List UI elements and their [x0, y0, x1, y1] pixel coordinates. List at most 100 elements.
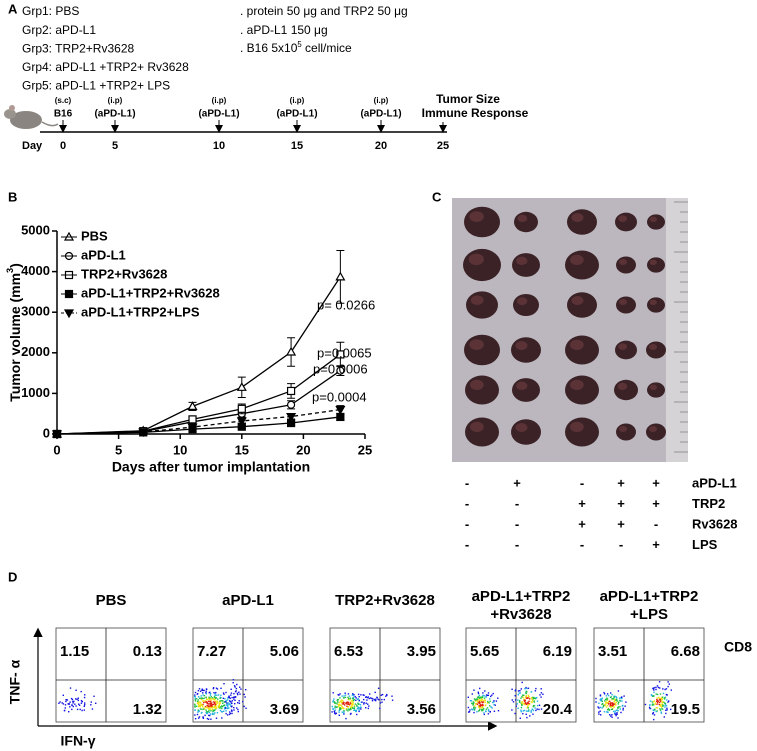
- event-dot: [521, 696, 523, 698]
- event-dot: [524, 696, 527, 699]
- event-dot: [529, 715, 531, 717]
- tumor: [615, 212, 637, 232]
- event-dot: [661, 703, 664, 705]
- event-dot: [481, 706, 483, 709]
- event-dot: [656, 699, 658, 702]
- event-dot: [343, 710, 345, 713]
- event-dot: [203, 695, 206, 697]
- tumor-highlight: [469, 339, 484, 350]
- day-number: 5: [112, 140, 118, 152]
- event-dot: [604, 698, 607, 701]
- event-dot: [233, 693, 235, 695]
- event-dot: [66, 699, 69, 701]
- event-dot: [534, 707, 536, 709]
- event-dot: [606, 697, 608, 699]
- event-dot: [219, 697, 221, 699]
- tumor-highlight: [516, 297, 528, 305]
- event-dot: [223, 701, 225, 703]
- event-dot: [339, 693, 341, 695]
- event-dot: [74, 703, 76, 705]
- event-dot: [223, 683, 225, 685]
- event-dot: [491, 707, 493, 709]
- event-dot: [611, 699, 613, 701]
- event-dot: [649, 707, 651, 710]
- group-label: Grp2: aPD-L1: [22, 23, 96, 37]
- event-dot: [237, 693, 239, 696]
- event-dot: [208, 706, 210, 708]
- event-dot: [208, 710, 210, 712]
- event-dot: [471, 709, 474, 711]
- agent-label: (aPD-L1): [94, 109, 135, 120]
- event-dot: [216, 702, 219, 704]
- series-line: [56, 408, 341, 435]
- event-dot: [219, 709, 222, 712]
- event-dot: [90, 701, 92, 703]
- event-dot: [530, 710, 532, 712]
- quadrant-value: 3.95: [407, 643, 436, 660]
- y-tick-label: 2000: [21, 344, 50, 359]
- marker: [188, 415, 197, 424]
- event-dot: [202, 717, 205, 719]
- event-dot: [213, 699, 216, 701]
- event-dot: [524, 700, 526, 703]
- event-dot: [194, 704, 196, 706]
- event-dot: [478, 709, 481, 712]
- event-dot: [347, 705, 349, 708]
- event-dot: [347, 710, 349, 712]
- event-dot: [353, 709, 355, 712]
- event-dot: [201, 708, 203, 710]
- event-dot: [352, 707, 354, 709]
- event-dot: [540, 692, 543, 694]
- event-dot: [341, 699, 343, 701]
- event-dot: [197, 704, 200, 706]
- event-dot: [612, 704, 614, 706]
- event-dot: [492, 692, 494, 695]
- event-dot: [204, 700, 207, 702]
- event-dot: [357, 702, 359, 704]
- event-dot: [531, 699, 534, 702]
- event-dot: [212, 698, 214, 701]
- route-label: (i.p): [374, 96, 389, 105]
- event-dot: [363, 702, 365, 704]
- event-dot: [221, 700, 223, 702]
- event-dot: [533, 705, 536, 707]
- plot-title: +Rv3628: [490, 606, 551, 623]
- event-dot: [532, 706, 535, 708]
- event-dot: [215, 687, 218, 689]
- event-dot: [595, 697, 597, 700]
- event-dot: [346, 705, 348, 707]
- tumor: [512, 378, 540, 402]
- event-dot: [212, 703, 215, 706]
- event-dot: [334, 702, 336, 705]
- event-dot: [71, 698, 74, 701]
- event-dot: [354, 703, 356, 705]
- event-dot: [473, 689, 475, 691]
- event-dot: [205, 701, 207, 703]
- event-dot: [605, 699, 608, 701]
- event-dot: [213, 692, 215, 694]
- event-dot: [653, 691, 655, 693]
- event-dot: [351, 702, 353, 705]
- event-dot: [532, 713, 534, 715]
- tumor-highlight: [619, 426, 627, 432]
- event-dot: [668, 700, 670, 702]
- treatment-sign: +: [578, 496, 586, 511]
- event-dot: [487, 692, 490, 694]
- event-dot: [662, 701, 664, 704]
- marker: [286, 412, 297, 422]
- event-dot: [542, 693, 544, 695]
- event-dot: [479, 707, 481, 709]
- event-dot: [655, 710, 657, 713]
- event-dot: [347, 698, 349, 701]
- event-dot: [202, 692, 204, 694]
- event-dot: [194, 718, 197, 720]
- event-dot: [335, 712, 337, 714]
- event-dot: [522, 696, 524, 698]
- event-dot: [616, 700, 619, 702]
- event-dot: [223, 693, 225, 695]
- event-dot: [615, 696, 617, 698]
- event-dot: [203, 697, 205, 699]
- event-dot: [664, 696, 667, 698]
- event-dot: [345, 701, 348, 704]
- event-dot: [488, 702, 490, 704]
